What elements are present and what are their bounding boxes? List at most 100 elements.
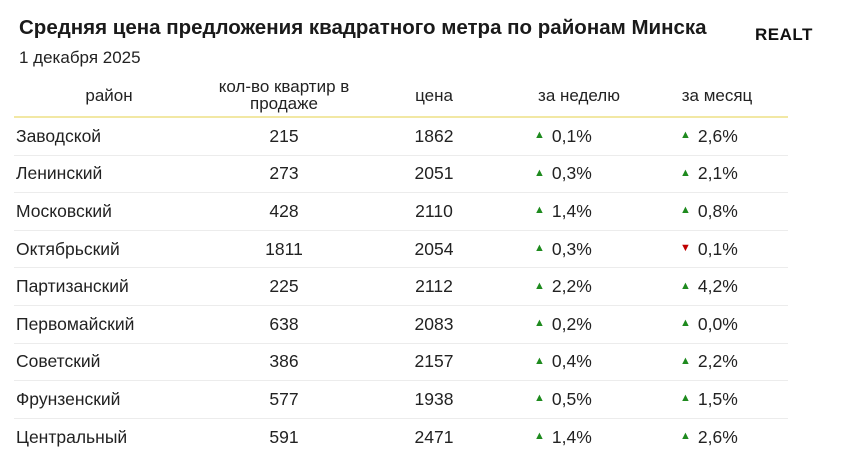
month-change-cell: ▲ 1,5% xyxy=(680,381,738,418)
triangle-up-icon: ▲ xyxy=(680,317,691,330)
district-cell: Заводской xyxy=(16,125,102,146)
listing-count-cell: 225 xyxy=(269,276,299,297)
week-change-value: 2,2% xyxy=(551,276,592,297)
week-change-cell: ▲ 0,4% xyxy=(534,344,592,381)
week-change-cell: ▲ 1,4% xyxy=(534,193,592,230)
district-cell: Фрунзенский xyxy=(16,388,121,409)
week-change-value: 0,4% xyxy=(551,351,592,372)
triangle-up-icon: ▲ xyxy=(680,354,691,367)
chart-title: Средняя цена предложения квадратного мет… xyxy=(19,16,707,39)
week-change-value: 0,5% xyxy=(551,388,592,409)
price-cell: 1938 xyxy=(414,388,454,409)
price-cell: 2054 xyxy=(414,238,454,259)
table-body: Заводской 215 1862 ▲ 0,1% ▲ 2,6% Ленинский 273 20… xyxy=(14,118,788,455)
table-row: Партизанский 225 2112 ▲ 2,2% ▲ 4,2% xyxy=(14,268,788,306)
month-change-cell: ▲ 0,8% xyxy=(680,193,738,230)
district-cell: Партизанский xyxy=(16,276,129,297)
triangle-up-icon: ▲ xyxy=(534,129,545,142)
month-change-cell: ▲ 2,6% xyxy=(680,118,738,155)
table-header: район кол-во квартир в продаже цена за н… xyxy=(14,74,788,118)
district-cell: Центральный xyxy=(16,426,128,447)
price-table: район кол-во квартир в продаже цена за н… xyxy=(14,74,788,455)
district-cell: Ленинский xyxy=(16,163,103,184)
table-row: Ленинский 273 2051 ▲ 0,3% ▲ 2,1% xyxy=(14,156,788,194)
table-row: Октябрьский 1811 2054 ▲ 0,3% ▼ 0,1% xyxy=(14,231,788,269)
column-header-count: кол-во квартир в продаже xyxy=(218,77,350,113)
table-row: Заводской 215 1862 ▲ 0,1% ▲ 2,6% xyxy=(14,118,788,156)
month-change-value: 0,1% xyxy=(697,238,738,259)
triangle-up-icon: ▲ xyxy=(534,242,545,255)
triangle-up-icon: ▲ xyxy=(534,392,545,405)
district-cell: Советский xyxy=(16,351,101,372)
table-row: Советский 386 2157 ▲ 0,4% ▲ 2,2% xyxy=(14,344,788,382)
week-change-value: 0,3% xyxy=(551,163,592,184)
week-change-cell: ▲ 0,2% xyxy=(534,306,592,343)
week-change-value: 1,4% xyxy=(551,426,592,447)
month-change-value: 4,2% xyxy=(697,276,738,297)
week-change-value: 0,2% xyxy=(551,313,592,334)
week-change-cell: ▲ 0,3% xyxy=(534,231,592,268)
price-cell: 2471 xyxy=(414,426,454,447)
price-cell: 2157 xyxy=(414,351,454,372)
triangle-up-icon: ▲ xyxy=(534,317,545,330)
month-change-cell: ▼ 0,1% xyxy=(680,231,738,268)
triangle-up-icon: ▲ xyxy=(680,166,691,179)
month-change-value: 2,6% xyxy=(697,426,738,447)
listing-count-cell: 428 xyxy=(269,200,299,221)
price-cell: 1862 xyxy=(414,125,454,146)
column-header-district: район xyxy=(85,85,133,105)
week-change-value: 1,4% xyxy=(551,200,592,221)
month-change-cell: ▲ 2,1% xyxy=(680,156,738,193)
price-cell: 2051 xyxy=(414,163,454,184)
price-cell: 2083 xyxy=(414,313,454,334)
listing-count-cell: 638 xyxy=(269,313,299,334)
month-change-value: 0,0% xyxy=(697,313,738,334)
column-header-month: за месяц xyxy=(681,85,753,105)
realt-logo: REALT xyxy=(755,25,813,44)
week-change-cell: ▲ 0,1% xyxy=(534,118,592,155)
triangle-up-icon: ▲ xyxy=(534,166,545,179)
table-row: Московский 428 2110 ▲ 1,4% ▲ 0,8% xyxy=(14,193,788,231)
chart-date: 1 декабря 2025 xyxy=(19,48,141,67)
month-change-cell: ▲ 2,2% xyxy=(680,344,738,381)
district-cell: Первомайский xyxy=(16,313,135,334)
triangle-up-icon: ▲ xyxy=(534,354,545,367)
table-row: Первомайский 638 2083 ▲ 0,2% ▲ 0,0% xyxy=(14,306,788,344)
price-cell: 2110 xyxy=(415,200,453,221)
listing-count-cell: 273 xyxy=(269,163,299,184)
table-row: Фрунзенский 577 1938 ▲ 0,5% ▲ 1,5% xyxy=(14,381,788,419)
listing-count-cell: 591 xyxy=(269,426,299,447)
week-change-cell: ▲ 1,4% xyxy=(534,419,592,456)
triangle-up-icon: ▲ xyxy=(680,430,691,443)
triangle-down-icon: ▼ xyxy=(680,242,691,255)
triangle-up-icon: ▲ xyxy=(534,279,545,292)
month-change-cell: ▲ 0,0% xyxy=(680,306,738,343)
listing-count-cell: 1811 xyxy=(265,238,303,259)
triangle-up-icon: ▲ xyxy=(534,430,545,443)
listing-count-cell: 215 xyxy=(269,125,299,146)
listing-count-cell: 386 xyxy=(269,351,299,372)
week-change-cell: ▲ 0,3% xyxy=(534,156,592,193)
month-change-cell: ▲ 4,2% xyxy=(680,268,738,305)
district-cell: Октябрьский xyxy=(16,238,120,259)
month-change-value: 2,6% xyxy=(697,125,738,146)
month-change-value: 0,8% xyxy=(697,200,738,221)
price-cell: 2112 xyxy=(415,276,453,297)
triangle-up-icon: ▲ xyxy=(680,129,691,142)
table-row: Центральный 591 2471 ▲ 1,4% ▲ 2,6% xyxy=(14,419,788,456)
column-header-price: цена xyxy=(415,85,453,105)
month-change-cell: ▲ 2,6% xyxy=(680,419,738,456)
column-header-week: за неделю xyxy=(538,85,620,105)
listing-count-cell: 577 xyxy=(269,388,299,409)
week-change-value: 0,1% xyxy=(551,125,592,146)
week-change-cell: ▲ 0,5% xyxy=(534,381,592,418)
triangle-up-icon: ▲ xyxy=(534,204,545,217)
triangle-up-icon: ▲ xyxy=(680,204,691,217)
month-change-value: 2,2% xyxy=(697,351,738,372)
triangle-up-icon: ▲ xyxy=(680,392,691,405)
district-cell: Московский xyxy=(16,200,112,221)
month-change-value: 1,5% xyxy=(697,388,738,409)
month-change-value: 2,1% xyxy=(697,163,738,184)
week-change-cell: ▲ 2,2% xyxy=(534,268,592,305)
triangle-up-icon: ▲ xyxy=(680,279,691,292)
